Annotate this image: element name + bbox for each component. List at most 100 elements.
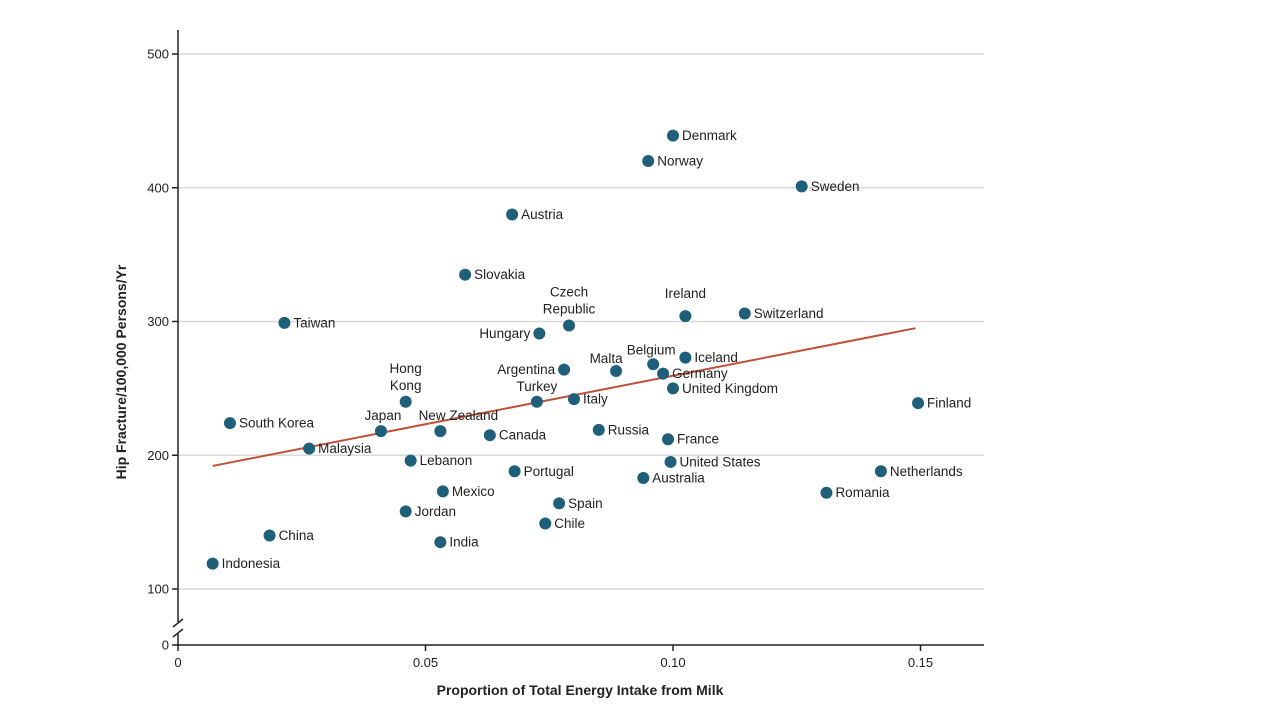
label-italy: Italy: [583, 392, 608, 407]
point-india: [434, 536, 447, 549]
point-switzerland: [738, 307, 751, 320]
label-france: France: [677, 432, 719, 447]
point-malta: [610, 364, 623, 377]
y-tick-label-400: 400: [147, 180, 169, 195]
trend-line: [212, 327, 916, 467]
point-malaysia: [303, 442, 316, 455]
point-argentina: [558, 363, 571, 376]
label-united-kingdom: United Kingdom: [682, 381, 778, 396]
point-sweden: [795, 180, 808, 193]
point-mexico: [436, 485, 449, 498]
point-belgium: [647, 358, 660, 371]
point-slovakia: [459, 268, 472, 281]
point-hong-kong: [399, 395, 412, 408]
y-tick-label-300: 300: [147, 314, 169, 329]
data-points: [206, 129, 925, 570]
label-norway: Norway: [657, 154, 703, 169]
point-united-kingdom: [667, 382, 679, 395]
label-spain: Spain: [568, 496, 603, 511]
point-netherlands: [874, 465, 887, 478]
label-hong-kong: Hong Kong: [390, 361, 422, 393]
trendline-group: [212, 327, 916, 467]
y-axis-title: Hip Fracture/100,000 Persons/Yr: [113, 264, 129, 479]
point-czech-republic: [563, 319, 576, 332]
label-belgium: Belgium: [627, 342, 676, 357]
label-indonesia: Indonesia: [222, 556, 281, 571]
gridlines: [178, 53, 984, 590]
label-south-korea: South Korea: [239, 416, 315, 431]
point-ireland: [679, 310, 692, 323]
label-hungary: Hungary: [479, 326, 530, 341]
label-jordan: Jordan: [415, 504, 456, 519]
label-austria: Austria: [521, 207, 564, 222]
label-romania: Romania: [835, 485, 890, 500]
label-iceland: Iceland: [694, 350, 738, 365]
label-finland: Finland: [927, 396, 971, 411]
label-sweden: Sweden: [811, 179, 860, 194]
point-spain: [553, 497, 566, 510]
point-canada: [483, 429, 496, 442]
axes: 100 200 300 400 500 00 0.05 0.10 0.15: [147, 30, 984, 670]
point-finland: [912, 397, 925, 410]
point-lebanon: [404, 454, 417, 467]
point-austria: [506, 208, 519, 221]
x-axis-title: Proportion of Total Energy Intake from M…: [437, 682, 724, 698]
label-malta: Malta: [590, 351, 624, 366]
label-germany: Germany: [672, 366, 728, 381]
point-chile: [539, 517, 552, 530]
label-turkey: Turkey: [516, 379, 557, 394]
x-tick-label-3: 0.15: [908, 655, 933, 670]
point-hungary: [533, 327, 546, 340]
label-australia: Australia: [652, 470, 705, 485]
point-indonesia: [206, 557, 219, 570]
point-germany: [657, 367, 670, 380]
point-norway: [642, 155, 655, 167]
point-south-korea: [223, 417, 236, 430]
label-malaysia: Malaysia: [318, 441, 372, 456]
axis-break-mark-2: [172, 628, 184, 638]
point-russia: [592, 423, 605, 436]
label-india: India: [449, 535, 479, 550]
point-new-zealand: [434, 425, 447, 438]
label-portugal: Portugal: [524, 464, 574, 479]
label-netherlands: Netherlands: [890, 464, 963, 479]
point-china: [263, 529, 276, 542]
data-labels: Denmark Norway Sweden Austria Slovakia Irelan…: [222, 128, 972, 571]
label-ireland: Ireland: [665, 286, 706, 301]
point-denmark: [667, 129, 679, 142]
x-tick-label-0: 0: [174, 655, 181, 670]
point-romania: [820, 486, 833, 499]
label-chile: Chile: [554, 516, 585, 531]
label-denmark: Denmark: [682, 128, 737, 143]
point-turkey: [530, 395, 543, 408]
point-taiwan: [278, 316, 291, 329]
label-switzerland: Switzerland: [754, 306, 824, 321]
point-united-states: [664, 455, 677, 468]
label-mexico: Mexico: [452, 484, 495, 499]
point-portugal: [508, 465, 521, 478]
y-tick-label-500: 500: [147, 47, 169, 62]
point-australia: [637, 471, 650, 484]
label-united-states: United States: [680, 454, 761, 469]
label-china: China: [279, 528, 315, 543]
y-tick-label-200: 200: [147, 448, 169, 463]
label-canada: Canada: [499, 428, 547, 443]
point-jordan: [399, 505, 412, 518]
label-argentina: Argentina: [497, 362, 555, 377]
y-tick-label-0: 0: [162, 638, 169, 653]
label-russia: Russia: [608, 422, 650, 437]
label-japan: Japan: [365, 408, 402, 423]
y-tick-label-100: 100: [147, 582, 169, 597]
label-taiwan: Taiwan: [293, 315, 335, 330]
x-tick-label-2: 0.10: [660, 655, 685, 670]
label-czech-republic: Czech Republic: [543, 285, 596, 317]
label-lebanon: Lebanon: [420, 453, 473, 468]
label-slovakia: Slovakia: [474, 267, 526, 282]
axis-break-mark-1: [172, 618, 184, 628]
x-tick-label-1: 0.05: [413, 655, 438, 670]
point-france: [662, 433, 675, 446]
point-japan: [374, 425, 387, 438]
point-iceland: [679, 351, 692, 364]
point-italy: [568, 393, 580, 406]
